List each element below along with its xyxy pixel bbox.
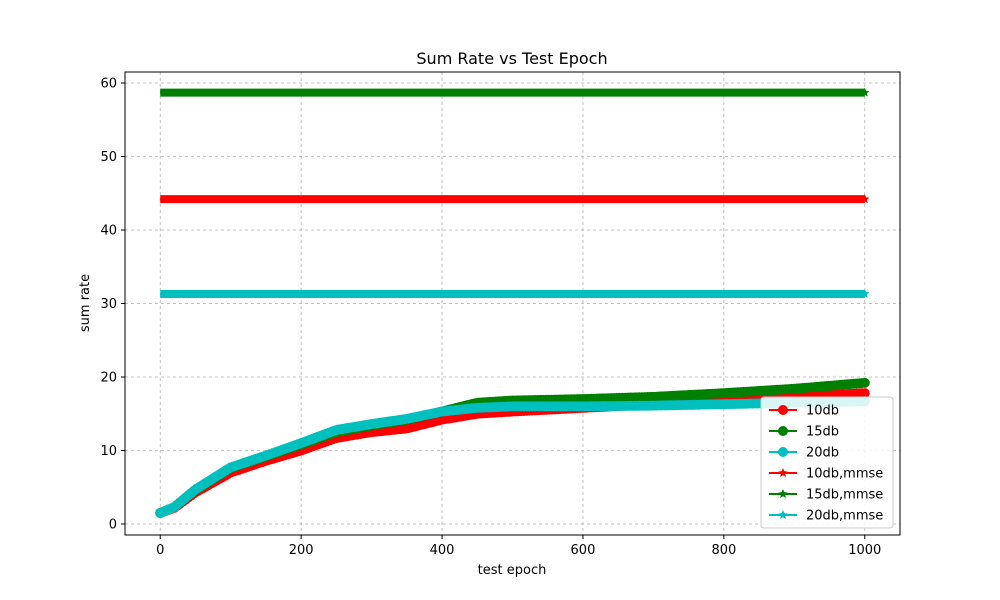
legend-marker	[778, 447, 788, 457]
x-tick-label: 1000	[848, 543, 881, 558]
legend-label: 10db,mmse	[806, 467, 883, 482]
legend-label: 10db	[806, 404, 839, 419]
legend-item: 20db,mmse	[769, 509, 883, 524]
legend-marker	[778, 426, 788, 436]
series-marker	[860, 87, 870, 97]
series-10db-mmse	[160, 194, 870, 204]
series-marker	[860, 194, 870, 204]
legend-item: 20db	[769, 446, 839, 461]
series-marker	[859, 377, 870, 388]
series-marker	[859, 388, 870, 399]
y-tick-label: 0	[109, 517, 117, 532]
y-tick-label: 10	[100, 444, 117, 459]
legend-marker	[778, 405, 788, 415]
legend-item: 10db	[769, 404, 839, 419]
x-tick-label: 200	[289, 543, 314, 558]
chart-title: Sum Rate vs Test Epoch	[416, 49, 607, 68]
legend-marker	[778, 468, 788, 478]
x-axis-label: test epoch	[478, 563, 547, 578]
legend-item: 10db,mmse	[769, 467, 883, 482]
series-20db-mmse	[160, 288, 870, 298]
x-axis-ticks: 0 200 400 600 800 1000	[156, 535, 881, 558]
legend: 10db 15db 20db 10db,mmse 15db,mmse 20db,mmse	[760, 396, 894, 529]
y-tick-label: 30	[100, 297, 117, 312]
y-tick-label: 60	[100, 77, 117, 92]
x-tick-label: 400	[430, 543, 455, 558]
y-tick-label: 50	[100, 150, 117, 165]
legend-label: 20db	[806, 446, 839, 461]
y-axis-ticks: 0 10 20 30 40 50 60	[100, 77, 125, 532]
y-tick-label: 20	[100, 370, 117, 385]
y-tick-label: 40	[100, 224, 117, 239]
x-tick-label: 800	[711, 543, 736, 558]
legend-marker	[778, 489, 788, 499]
series-marker	[860, 288, 870, 298]
series-15db-mmse	[160, 87, 870, 97]
x-tick-label: 0	[156, 543, 164, 558]
legend-item: 15db,mmse	[769, 488, 883, 503]
legend-label: 20db,mmse	[806, 509, 883, 524]
x-tick-label: 600	[571, 543, 596, 558]
legend-label: 15db,mmse	[806, 488, 883, 503]
legend-marker	[778, 510, 788, 520]
legend-label: 15db	[806, 425, 839, 440]
legend-item: 15db	[769, 425, 839, 440]
y-axis-label: sum rate	[78, 274, 93, 332]
legend-box	[760, 396, 894, 529]
